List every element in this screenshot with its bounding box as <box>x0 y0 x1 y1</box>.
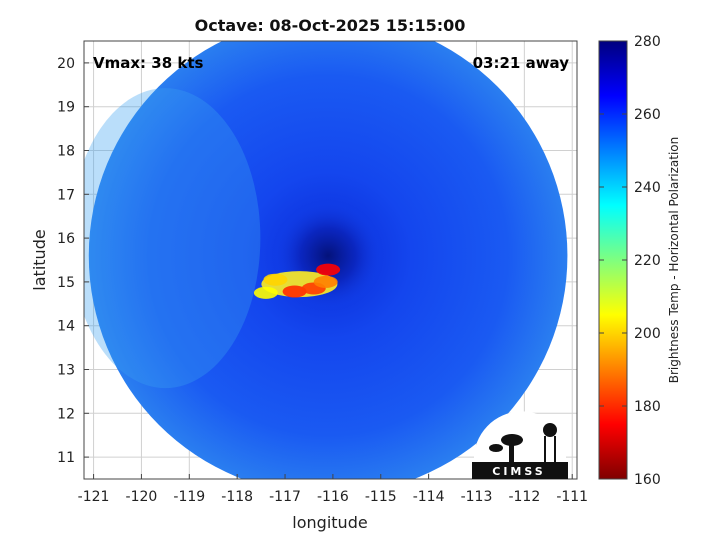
logo-banner <box>472 462 568 479</box>
x-tick-label: -112 <box>508 489 540 505</box>
tower-leg <box>554 436 556 462</box>
colorbar-tick-label: 260 <box>634 107 661 123</box>
satellite-dish-icon <box>501 434 523 446</box>
y-tick-label: 12 <box>57 406 75 422</box>
x-tick-label: -114 <box>413 489 445 505</box>
x-tick-label: -115 <box>365 489 397 505</box>
cold-feature-point <box>282 285 307 298</box>
x-tick-label: -117 <box>269 489 301 505</box>
x-tick-label: -121 <box>78 489 110 505</box>
water-tower-icon <box>543 423 557 437</box>
cold-feature-group <box>253 263 341 299</box>
x-tick-label: -113 <box>461 489 493 505</box>
y-tick-label: 15 <box>57 275 75 291</box>
dish-mount <box>509 444 514 462</box>
y-tick-label: 20 <box>57 56 75 72</box>
light-region <box>84 88 261 389</box>
logo-text: CIMSS <box>492 465 545 478</box>
cold-feature-point <box>253 286 278 299</box>
tower-leg <box>544 436 546 462</box>
y-tick-label: 13 <box>57 363 75 379</box>
plot-frame <box>83 40 578 480</box>
x-tick-label: -118 <box>221 489 253 505</box>
colorbar-tick-label: 240 <box>634 180 661 196</box>
small-dish-icon <box>489 444 503 452</box>
cold-feature-point <box>313 275 338 288</box>
time-away-annotation: 03:21 away <box>473 54 570 72</box>
x-tick-label: -120 <box>126 489 158 505</box>
colorbar-tick-label: 180 <box>634 399 661 415</box>
y-tick-label: 11 <box>57 450 75 466</box>
cimss-logo: CIMSS <box>472 411 568 479</box>
y-tick-label: 19 <box>57 100 75 116</box>
colorbar-tick-label: 160 <box>634 472 661 488</box>
colorbar-tick-label: 200 <box>634 326 661 342</box>
y-tick-label: 17 <box>57 187 75 203</box>
y-tick-label: 16 <box>57 231 75 247</box>
x-tick-label: -116 <box>317 489 349 505</box>
y-tick-label: 14 <box>57 319 75 335</box>
x-tick-label: -111 <box>556 489 588 505</box>
y-axis-label: latitude <box>30 229 49 290</box>
y-ticks: 11 12 13 14 15 16 17 18 19 20 <box>57 56 89 466</box>
x-axis-label: longitude <box>292 513 367 532</box>
x-tick-label: -119 <box>173 489 205 505</box>
y-tick-label: 18 <box>57 144 75 160</box>
colorbar-tick-label: 220 <box>634 253 661 269</box>
vmax-annotation: Vmax: 38 kts <box>93 54 203 72</box>
swath-layer <box>84 41 568 479</box>
colorbar-ticks: 160 180 200 220 240 260 280 <box>599 34 661 488</box>
cold-feature-point <box>263 273 288 286</box>
x-ticks: -121 -120 -119 -118 -117 -116 -115 -114 -113 -112… <box>78 474 588 505</box>
colorbar-label: Brightness Temp - Horizontal Polarizatio… <box>667 137 681 384</box>
colorbar-tick-label: 280 <box>634 34 661 50</box>
cold-feature-point <box>316 263 341 276</box>
chart-title: Octave: 08-Oct-2025 15:15:00 <box>195 16 466 35</box>
